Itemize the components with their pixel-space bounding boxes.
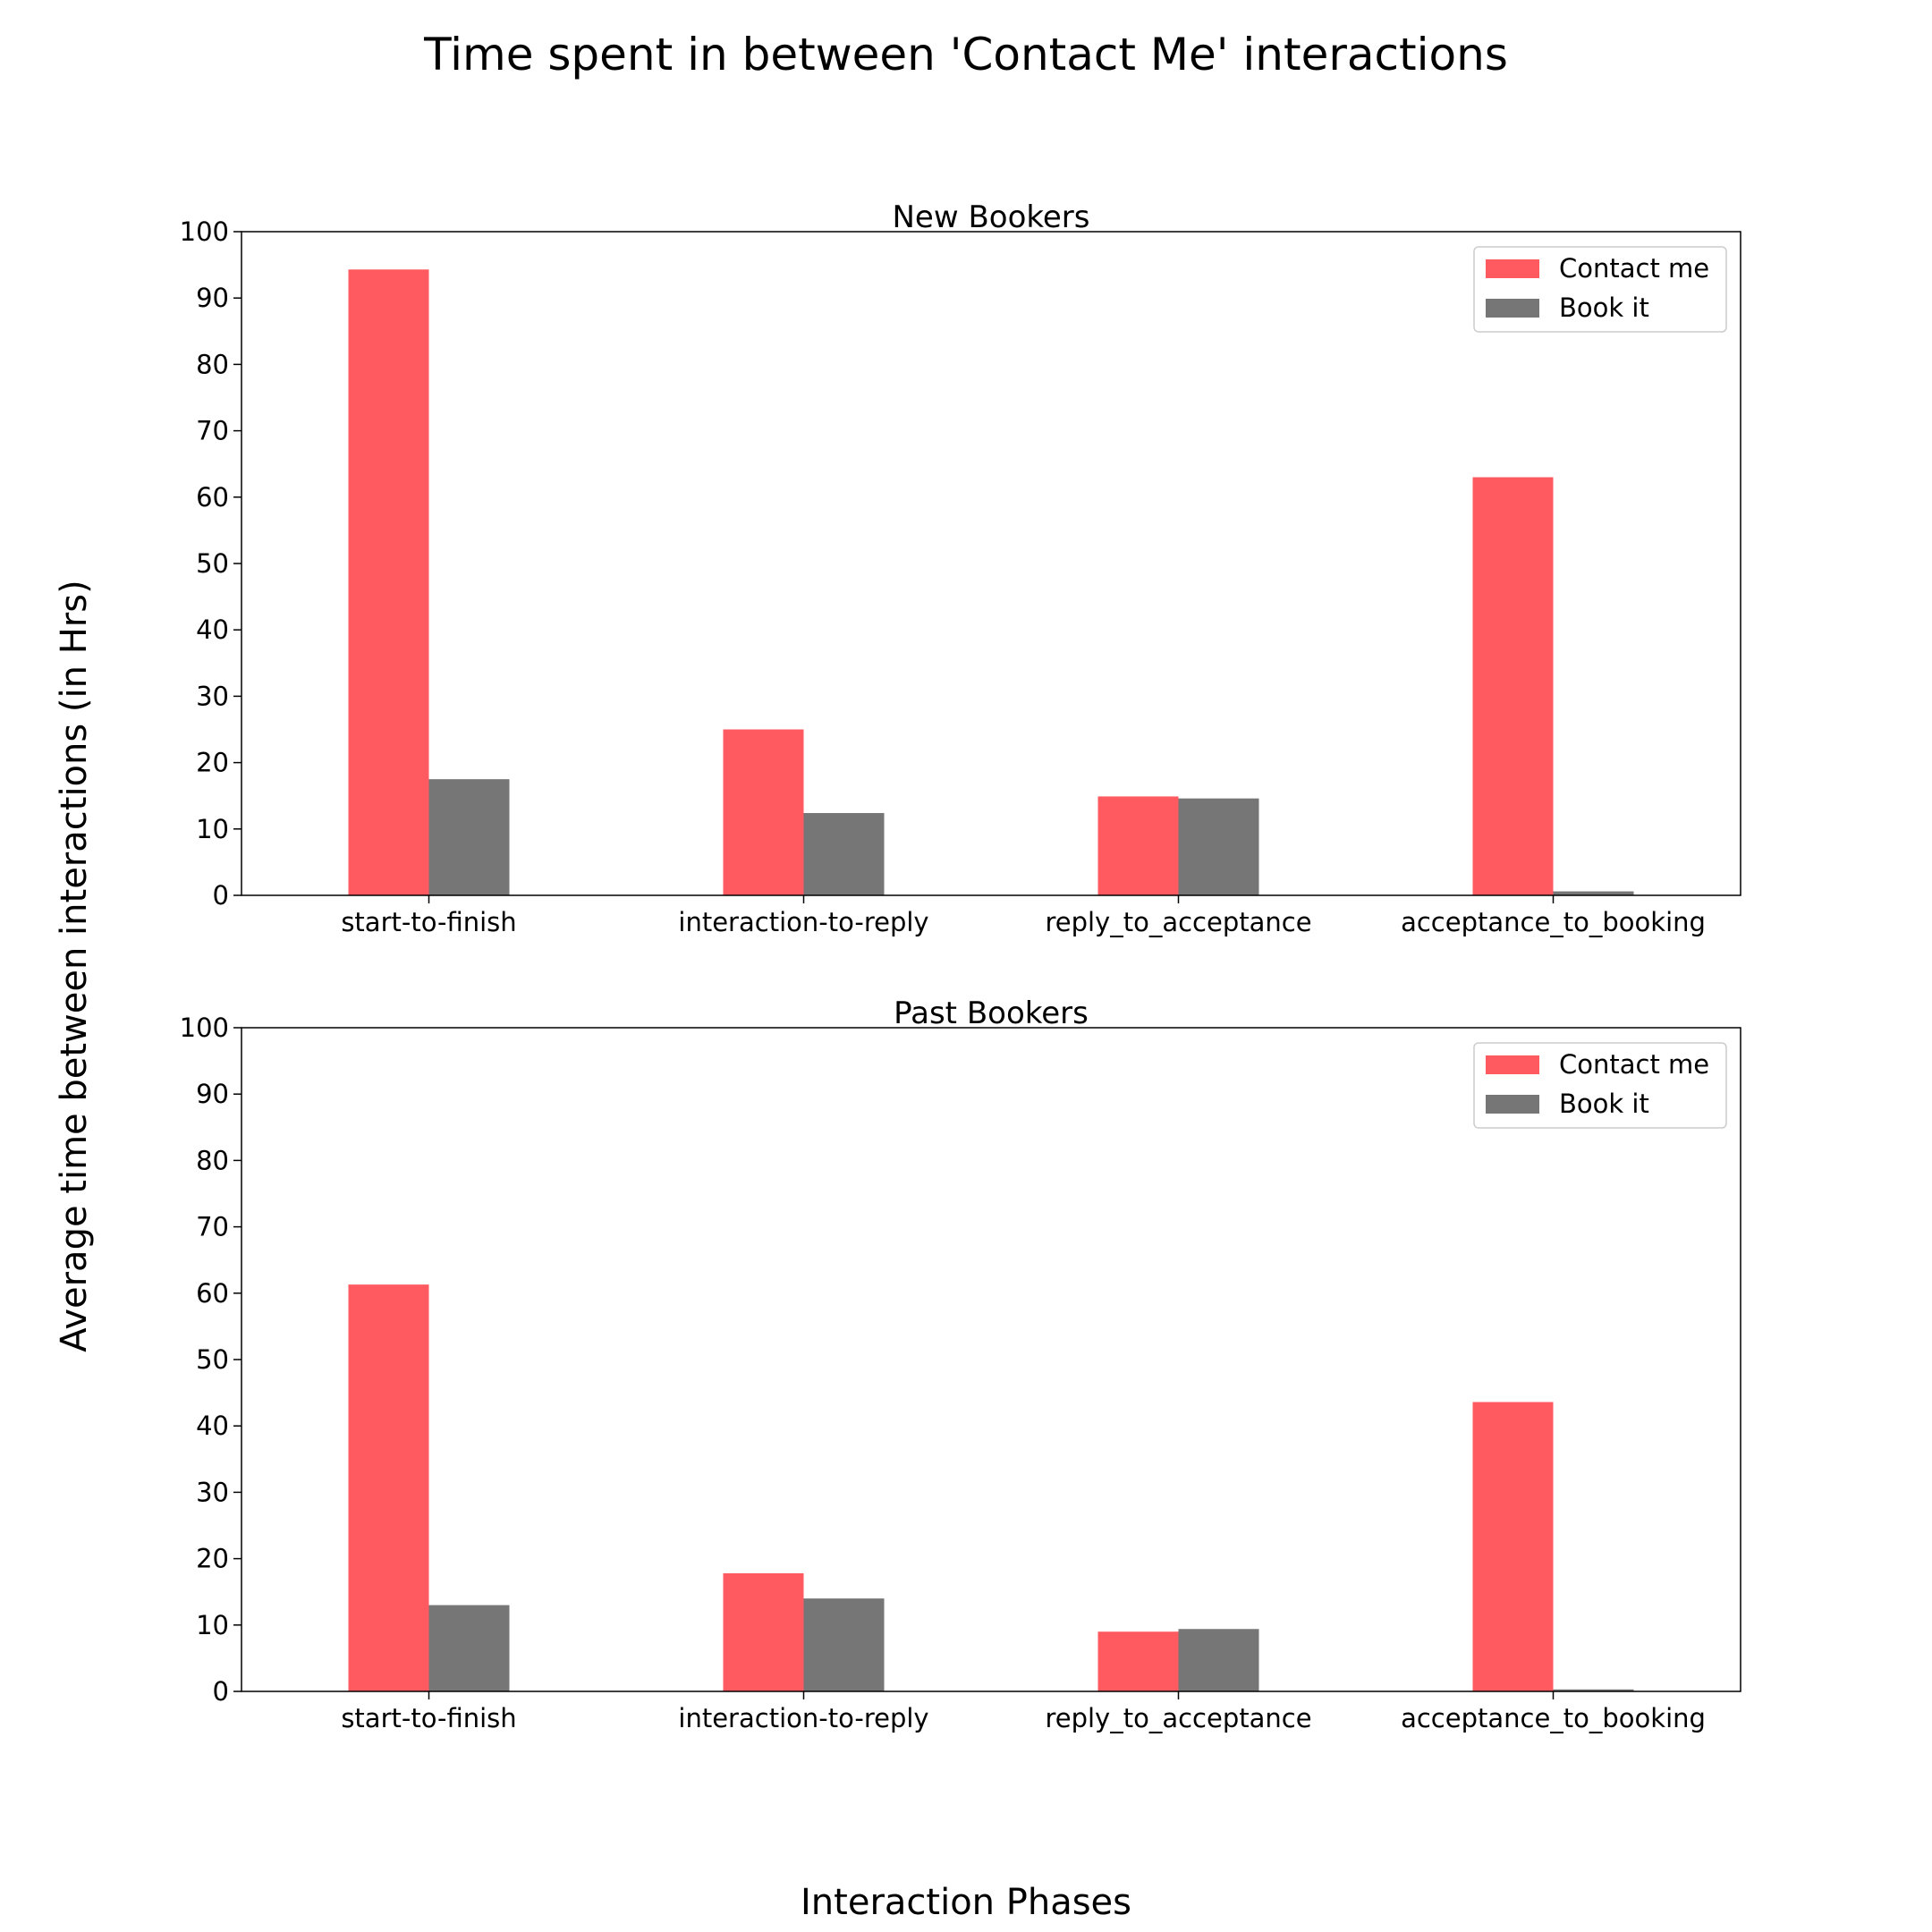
y-tick-label: 30 xyxy=(196,681,229,711)
bar-contact-me xyxy=(1472,1402,1554,1691)
x-tick-label: interaction-to-reply xyxy=(678,1703,928,1733)
legend-label: Contact me xyxy=(1559,253,1709,284)
bar-book-it xyxy=(803,812,885,895)
bar-book-it xyxy=(1553,891,1634,895)
y-tick-label: 50 xyxy=(196,548,229,579)
y-tick-label: 10 xyxy=(196,814,229,844)
bar-book-it xyxy=(428,779,510,895)
y-tick-label: 80 xyxy=(196,1145,229,1175)
y-tick-label: 40 xyxy=(196,1411,229,1441)
x-tick-label: reply_to_acceptance xyxy=(1045,1703,1311,1733)
bar-contact-me xyxy=(723,1572,804,1691)
legend-swatch xyxy=(1486,259,1539,278)
y-tick-label: 20 xyxy=(196,1544,229,1574)
y-tick-label: 30 xyxy=(196,1477,229,1507)
bar-book-it xyxy=(1178,1629,1259,1691)
y-tick-label: 0 xyxy=(213,880,229,911)
y-tick-label: 60 xyxy=(196,1278,229,1309)
y-tick-label: 20 xyxy=(196,748,229,778)
y-tick-label: 40 xyxy=(196,614,229,645)
figure-title: Time spent in between 'Contact Me' inter… xyxy=(423,29,1508,80)
bar-book-it xyxy=(1178,798,1259,895)
bar-contact-me xyxy=(348,269,429,895)
y-tick-label: 10 xyxy=(196,1610,229,1640)
bar-contact-me xyxy=(1097,796,1179,895)
bar-contact-me xyxy=(1472,477,1554,895)
bar-contact-me xyxy=(723,729,804,895)
y-tick-label: 50 xyxy=(196,1344,229,1375)
y-tick-label: 90 xyxy=(196,1079,229,1109)
subplot-title: New Bookers xyxy=(893,199,1090,235)
y-tick-label: 90 xyxy=(196,283,229,313)
y-tick-label: 100 xyxy=(180,1013,229,1043)
y-tick-label: 100 xyxy=(180,216,229,247)
legend: Contact me Book it xyxy=(1473,246,1727,333)
legend-label: Contact me xyxy=(1559,1049,1709,1080)
y-tick-label: 0 xyxy=(213,1676,229,1707)
y-tick-label: 70 xyxy=(196,1212,229,1242)
x-tick-label: acceptance_to_booking xyxy=(1401,1703,1706,1733)
legend-label: Book it xyxy=(1559,292,1649,323)
x-tick-label: start-to-finish xyxy=(341,907,516,937)
subplot-2: Past Bookers 0 10 20 30 40 50 60 70 80 90 100 start-… xyxy=(180,996,1741,1733)
x-tick-label: reply_to_acceptance xyxy=(1045,907,1311,937)
subplot-1: New Bookers 0 10 20 30 40 50 60 70 80 90 100 start-t… xyxy=(180,199,1741,937)
legend-swatch xyxy=(1486,1055,1539,1074)
bar-book-it xyxy=(428,1605,510,1691)
subplot-title: Past Bookers xyxy=(894,996,1089,1031)
legend: Contact me Book it xyxy=(1473,1042,1727,1129)
bar-book-it xyxy=(803,1598,885,1691)
y-tick-label: 80 xyxy=(196,349,229,379)
y-tick-label: 70 xyxy=(196,416,229,446)
subplots: New Bookers0102030405060708090100start-t… xyxy=(180,199,1741,1733)
legend-swatch xyxy=(1486,1095,1539,1114)
y-axis-label: Average time between interactions (in Hr… xyxy=(54,580,95,1352)
axes-frame xyxy=(241,1027,1741,1692)
x-axis-label: Interaction Phases xyxy=(801,1882,1131,1923)
y-tick-label: 60 xyxy=(196,482,229,513)
x-tick-label: acceptance_to_booking xyxy=(1401,907,1706,937)
bar-contact-me xyxy=(348,1284,429,1691)
bar-contact-me xyxy=(1097,1631,1179,1691)
axes-frame xyxy=(241,231,1741,896)
x-tick-label: start-to-finish xyxy=(341,1703,516,1733)
bar-book-it xyxy=(1553,1689,1634,1691)
legend-swatch xyxy=(1486,299,1539,318)
legend-label: Book it xyxy=(1559,1089,1649,1119)
x-tick-label: interaction-to-reply xyxy=(678,907,928,937)
